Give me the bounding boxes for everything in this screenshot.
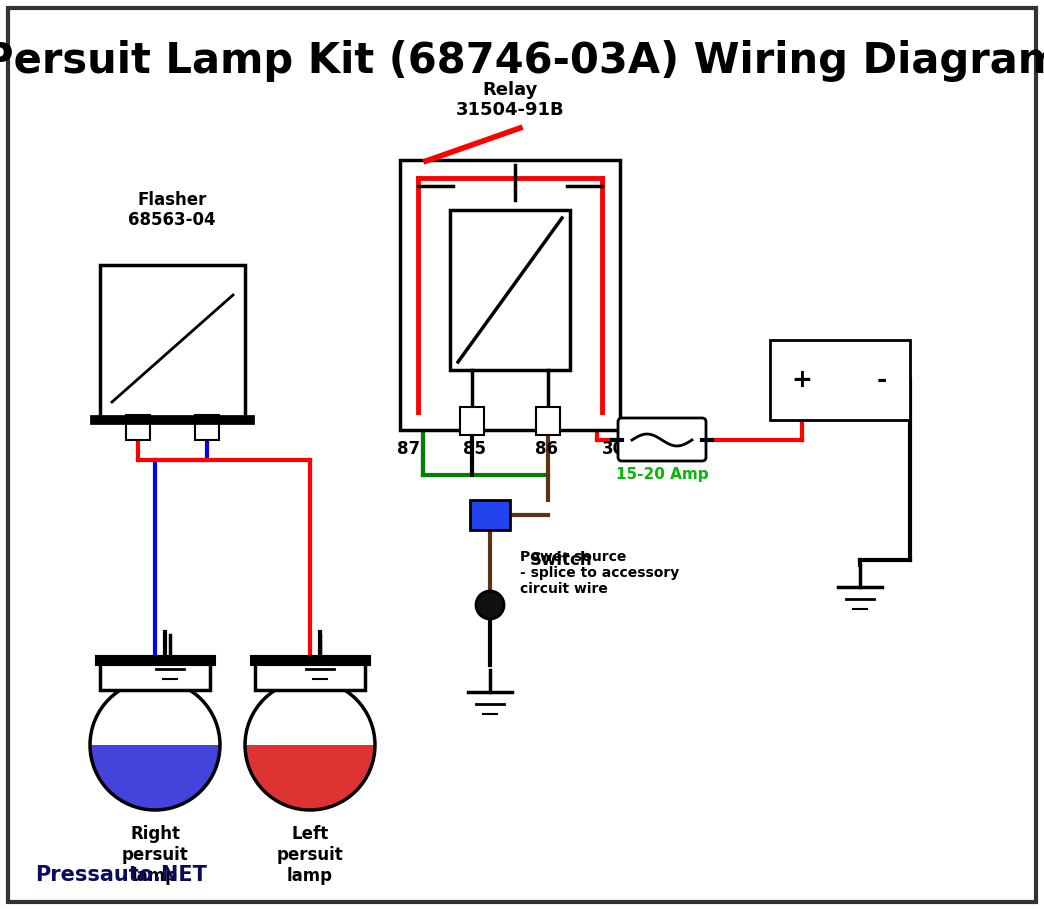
Circle shape [476,591,504,619]
Text: 85: 85 [462,440,485,458]
Text: Right
persuit
lamp: Right persuit lamp [121,825,188,885]
Text: Pressauto.NET: Pressauto.NET [35,865,207,885]
Bar [450,210,570,370]
Text: Flasher
68563-04: Flasher 68563-04 [128,190,216,229]
Wedge shape [90,745,220,810]
Text: 87: 87 [398,440,421,458]
Text: Persuit Lamp Kit (68746-03A) Wiring Diagram: Persuit Lamp Kit (68746-03A) Wiring Diag… [0,40,1044,82]
Bar [770,340,910,420]
Bar [400,160,620,430]
Text: 15-20 Amp: 15-20 Amp [616,467,708,482]
FancyBboxPatch shape [618,418,706,461]
Bar [255,660,365,690]
Text: -: - [877,368,887,392]
Text: 30: 30 [601,440,624,458]
Text: Power source
- splice to accessory
circuit wire: Power source - splice to accessory circu… [520,550,680,596]
Bar [460,407,484,435]
Text: Relay
31504-91B: Relay 31504-91B [455,81,565,119]
Bar [470,500,511,530]
Bar [126,415,150,440]
Bar [100,660,210,690]
Bar [100,265,245,420]
Bar [536,407,560,435]
Wedge shape [245,745,375,810]
Text: Switch: Switch [530,551,593,569]
Bar [195,415,219,440]
Text: Left
persuit
lamp: Left persuit lamp [277,825,343,885]
Text: 86: 86 [535,440,557,458]
Text: +: + [791,368,812,392]
